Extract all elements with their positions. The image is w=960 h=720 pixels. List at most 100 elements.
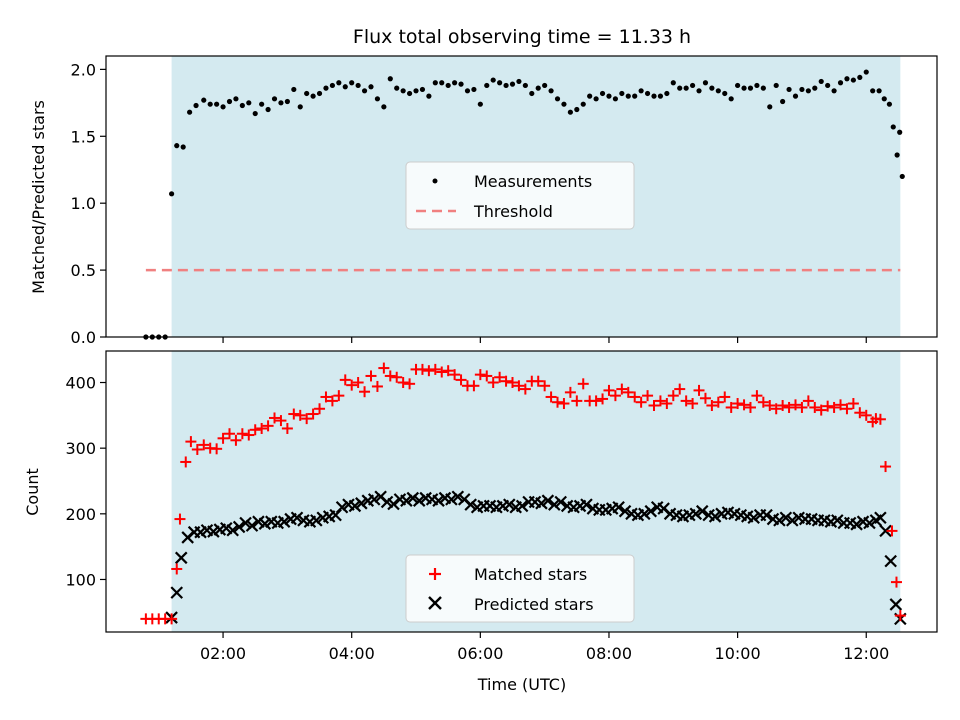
measurement-point [323, 85, 329, 91]
measurement-point [886, 101, 893, 107]
matched-star-point [185, 436, 197, 448]
y-tick-label: 0.5 [71, 261, 96, 280]
measurement-point [316, 90, 323, 97]
predicted-star-point [503, 498, 516, 511]
matched-star-point [404, 378, 416, 390]
predicted-star-point [618, 504, 632, 518]
measurement-point [696, 88, 702, 94]
measurement-point [657, 93, 664, 99]
predicted-star-point [879, 524, 892, 538]
measurement-point [529, 90, 535, 97]
measurement-point [207, 101, 213, 107]
matched-star-point [648, 399, 660, 411]
matched-star-point [597, 393, 609, 405]
measurement-point [612, 96, 619, 102]
legend-predicted-label: Predicted stars [474, 595, 594, 614]
matched-star-point [680, 395, 692, 407]
measurement-point [432, 80, 438, 86]
measurement-point [445, 82, 451, 89]
matched-star-point [642, 390, 654, 402]
predicted-star-point [355, 497, 368, 510]
predicted-star-point [850, 518, 863, 531]
measurement-point [368, 84, 374, 90]
measurement-point [735, 82, 741, 89]
bottom-legend: Matched stars Predicted stars [405, 554, 635, 623]
matched-star-point [622, 386, 634, 398]
matched-star-point [294, 409, 306, 421]
measurement-point [773, 82, 779, 89]
matched-star-point [828, 401, 840, 413]
measurement-point [897, 129, 903, 135]
predicted-star-point [515, 499, 529, 513]
x-axis-label: Time (UTC) [477, 675, 566, 694]
measurement-point [792, 93, 799, 99]
measurement-point [890, 124, 896, 130]
predicted-star-point [548, 498, 561, 511]
predicted-star-point [170, 586, 184, 599]
matched-star-point [513, 380, 525, 392]
matched-star-point [236, 428, 248, 440]
y-tick-label: 1.5 [71, 127, 96, 146]
matched-star-point [262, 420, 274, 432]
matched-star-point [712, 396, 724, 408]
predicted-star-point [689, 507, 703, 521]
measurement-point [567, 109, 573, 115]
matched-star-point [436, 366, 448, 378]
matched-star-point [835, 399, 847, 411]
matched-star-point [687, 398, 699, 410]
measurement-point [857, 74, 863, 81]
legend-measurements-marker [432, 178, 438, 184]
measurement-point [651, 93, 657, 99]
measurement-point [786, 86, 792, 93]
measurement-point [310, 93, 316, 99]
measurement-point [419, 86, 426, 93]
bottom-x-ticks: 02:00 04:00 06:00 08:00 10:00 12:00 [200, 632, 889, 663]
measurement-point [490, 77, 496, 83]
matched-star-point [545, 391, 557, 403]
matched-star-point [416, 363, 428, 375]
measurement-point [169, 191, 175, 197]
bottom-legend-box [405, 554, 635, 623]
y-tick-label: 400 [65, 374, 96, 393]
measurement-point [406, 90, 413, 97]
measurement-point [187, 109, 193, 115]
matched-star-point [815, 404, 827, 416]
matched-star-point [275, 415, 287, 427]
matched-star-point [757, 396, 769, 408]
measurement-point [619, 90, 625, 97]
matched-star-point [674, 383, 686, 395]
measurement-point [587, 93, 593, 99]
matched-star-point [738, 399, 750, 411]
measurement-point [201, 97, 207, 103]
predicted-star-point [541, 494, 555, 507]
measurement-point [780, 98, 786, 105]
measurement-point [329, 82, 336, 89]
matched-star-point [539, 380, 551, 392]
predicted-star-point [412, 494, 426, 507]
top-panel: 0.00.51.01.52.0 Matched/Predicted stars … [29, 55, 938, 347]
measurement-point [722, 90, 728, 97]
predicted-star-point [277, 515, 291, 528]
measurement-point [233, 96, 239, 102]
matched-star-point [719, 391, 731, 403]
predicted-star-point [773, 514, 786, 527]
matched-star-point [744, 401, 756, 413]
top-y-ticks: 0.0 0.5 1.0 1.5 2.0 [71, 60, 106, 347]
measurement-point [503, 82, 509, 89]
y-tick-label: 300 [65, 439, 96, 458]
x-tick-label: 06:00 [457, 644, 503, 663]
predicted-star-point [863, 516, 876, 530]
matched-star-point [174, 513, 186, 525]
matched-star-point [365, 370, 377, 382]
bottom-axes-frame [105, 350, 938, 633]
matched-star-point [635, 396, 647, 408]
measurement-point [336, 80, 342, 86]
matched-star-point [783, 401, 795, 413]
matched-star-point [230, 434, 242, 446]
measurement-point [297, 104, 303, 110]
matched-star-point [378, 362, 390, 374]
measurement-point [220, 104, 226, 110]
measurement-point [767, 104, 773, 110]
matched-star-point [243, 429, 255, 441]
matched-star-point [577, 378, 589, 390]
